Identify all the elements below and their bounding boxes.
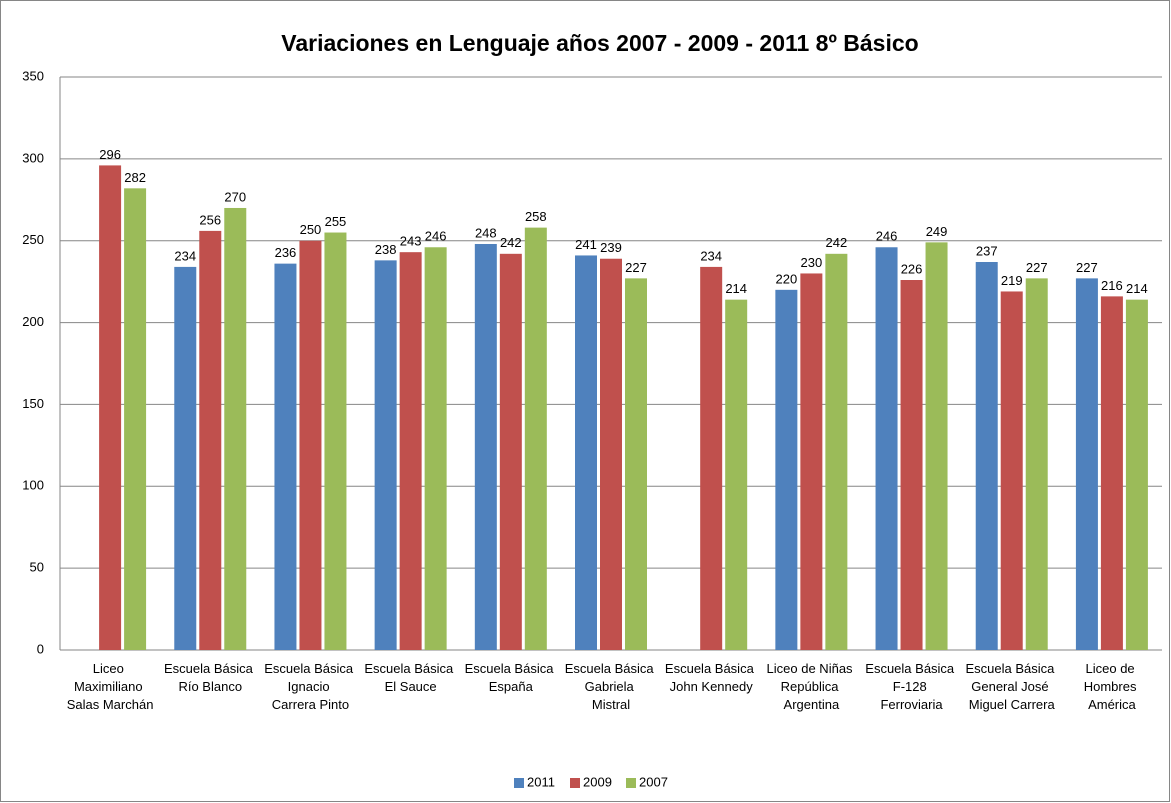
- legend-label: 2009: [583, 774, 612, 789]
- bar: [199, 230, 222, 651]
- data-label: 227: [1076, 260, 1098, 275]
- bar: [299, 240, 322, 650]
- chart-title: Variaciones en Lenguaje años 2007 - 2009…: [281, 30, 918, 56]
- data-label: 236: [275, 245, 297, 260]
- legend-swatch: [570, 778, 580, 788]
- data-label: 214: [1126, 281, 1148, 296]
- data-label: 241: [575, 237, 597, 252]
- y-tick-label: 350: [22, 68, 44, 83]
- data-label: 227: [625, 260, 647, 275]
- y-tick-label: 50: [30, 560, 44, 575]
- x-tick-label: Liceo de Hombres América: [1084, 661, 1140, 712]
- bar: [1000, 291, 1023, 650]
- data-label: 238: [375, 242, 397, 257]
- bar: [775, 289, 798, 650]
- data-label: 255: [325, 214, 347, 229]
- bar: [99, 165, 122, 651]
- y-tick-label: 300: [22, 150, 44, 165]
- data-label: 219: [1001, 273, 1023, 288]
- data-label: 239: [600, 240, 622, 255]
- x-tick-label: Escuela Básica John Kennedy: [665, 661, 758, 694]
- data-label: 249: [926, 224, 948, 239]
- y-tick-label: 100: [22, 478, 44, 493]
- bar: [625, 278, 647, 650]
- data-label: 270: [224, 189, 246, 204]
- data-label: 226: [901, 261, 923, 276]
- x-tick-label: Escuela Básica General José Miguel Carre…: [965, 661, 1058, 712]
- x-tick-label: Escuela Básica Río Blanco: [164, 661, 257, 694]
- data-label: 250: [300, 222, 322, 237]
- y-tick-label: 0: [37, 641, 44, 656]
- bar: [700, 266, 723, 650]
- data-label: 237: [976, 243, 998, 258]
- x-tick-label: Escuela Básica El Sauce: [364, 661, 457, 694]
- bar: [725, 299, 748, 650]
- legend-label: 2011: [527, 774, 555, 789]
- data-label: 242: [826, 235, 848, 250]
- bar: [1075, 278, 1098, 650]
- bar: [174, 266, 197, 650]
- data-label: 216: [1101, 278, 1123, 293]
- x-tick-label: Escuela Básica España: [465, 661, 558, 694]
- data-label: 230: [801, 255, 823, 270]
- data-label: 243: [400, 234, 422, 249]
- bar: [825, 253, 848, 650]
- bar: [499, 253, 522, 650]
- legend-label: 2007: [639, 774, 668, 789]
- bar: [600, 258, 622, 650]
- bar: [1025, 278, 1048, 650]
- y-tick-label: 250: [22, 232, 44, 247]
- data-label: 242: [500, 235, 522, 250]
- legend-swatch: [626, 778, 636, 788]
- data-label: 246: [876, 229, 898, 244]
- legend-swatch: [514, 778, 524, 788]
- data-label: 248: [475, 225, 497, 240]
- bar: [800, 273, 823, 650]
- data-label: 214: [725, 281, 747, 296]
- bar: [324, 232, 347, 650]
- x-tick-label: Escuela Básica Gabriela Mistral: [565, 661, 658, 712]
- x-tick-label: Escuela Básica F-128 Ferroviaria: [865, 661, 958, 712]
- bar: [124, 188, 147, 650]
- bar: [474, 243, 497, 650]
- y-tick-label: 150: [22, 396, 44, 411]
- bar: [1100, 296, 1123, 650]
- bar: [575, 255, 597, 650]
- data-label: 234: [174, 248, 196, 263]
- bar: [975, 261, 998, 650]
- data-label: 282: [124, 170, 146, 185]
- bar: [925, 242, 948, 650]
- bar: [424, 247, 447, 650]
- bar: [399, 252, 422, 650]
- bar: [524, 227, 547, 651]
- bar: [1125, 299, 1148, 650]
- bar: [224, 207, 247, 650]
- data-label: 246: [425, 229, 447, 244]
- data-label: 220: [776, 271, 798, 286]
- x-tick-label: Escuela Básica Ignacio Carrera Pinto: [264, 661, 357, 712]
- bar: [900, 280, 923, 650]
- data-label: 296: [99, 147, 121, 162]
- bar: [374, 260, 397, 650]
- y-tick-label: 200: [22, 314, 44, 329]
- data-label: 227: [1026, 260, 1048, 275]
- data-label: 258: [525, 209, 547, 224]
- data-label: 256: [199, 212, 221, 227]
- data-label: 234: [700, 248, 722, 263]
- bar: [875, 247, 898, 650]
- bar: [274, 263, 297, 650]
- x-tick-label: Liceo de Niñas República Argentina: [767, 661, 857, 712]
- x-tick-label: Liceo Maximiliano Salas Marchán: [67, 661, 154, 712]
